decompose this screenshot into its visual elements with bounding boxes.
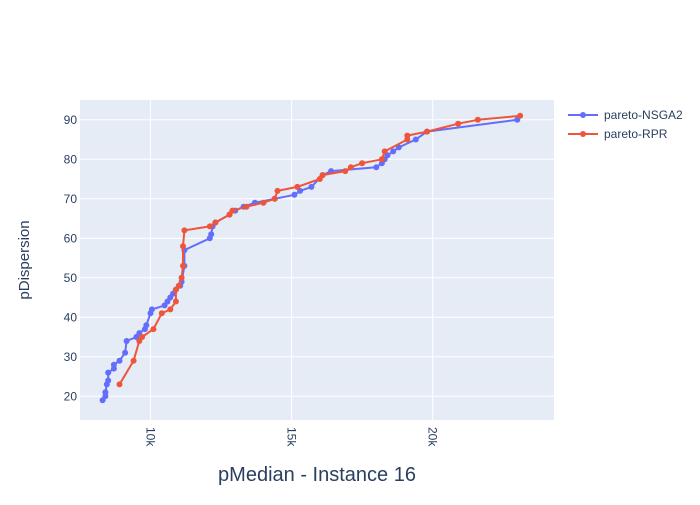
data-point[interactable] bbox=[404, 132, 411, 139]
series-pareto-RPR bbox=[116, 112, 524, 388]
data-point[interactable] bbox=[150, 326, 157, 333]
legend-item[interactable]: pareto-NSGA2 bbox=[568, 108, 683, 122]
data-point[interactable] bbox=[381, 148, 388, 155]
data-point[interactable] bbox=[180, 262, 186, 269]
data-point[interactable] bbox=[110, 361, 117, 368]
data-point[interactable] bbox=[180, 243, 186, 250]
data-point[interactable] bbox=[181, 227, 188, 234]
data-point[interactable] bbox=[243, 203, 250, 210]
x-tick-label: 20k bbox=[426, 427, 440, 447]
data-point[interactable] bbox=[474, 116, 481, 123]
data-point[interactable] bbox=[274, 187, 281, 194]
y-tick-label: 50 bbox=[64, 271, 78, 285]
y-tick-label: 40 bbox=[64, 310, 78, 324]
x-tick-labels: 10k 15k 20k bbox=[144, 427, 440, 447]
data-point[interactable] bbox=[130, 357, 137, 364]
data-point[interactable] bbox=[178, 274, 185, 281]
legend-marker-swatch bbox=[580, 112, 586, 118]
data-point[interactable] bbox=[208, 231, 215, 238]
data-point[interactable] bbox=[378, 156, 385, 163]
legend[interactable]: pareto-NSGA2 pareto-RPR bbox=[568, 108, 683, 141]
plot-background bbox=[80, 100, 554, 420]
legend-marker-swatch bbox=[580, 131, 586, 137]
data-point[interactable] bbox=[143, 322, 150, 329]
series-layer bbox=[99, 112, 524, 404]
data-point[interactable] bbox=[455, 120, 462, 127]
data-point[interactable] bbox=[390, 148, 397, 155]
data-point[interactable] bbox=[395, 144, 402, 151]
y-tick-label: 30 bbox=[64, 350, 78, 364]
data-point[interactable] bbox=[172, 298, 179, 305]
x-tick-label: 10k bbox=[144, 427, 158, 447]
data-point[interactable] bbox=[294, 183, 301, 190]
data-point[interactable] bbox=[206, 223, 213, 230]
data-point[interactable] bbox=[167, 306, 174, 313]
x-tick-label: 15k bbox=[285, 427, 299, 447]
data-point[interactable] bbox=[412, 136, 419, 143]
data-point[interactable] bbox=[359, 160, 366, 167]
data-point[interactable] bbox=[122, 349, 129, 356]
y-tick-label: 60 bbox=[64, 231, 78, 245]
data-point[interactable] bbox=[260, 199, 267, 206]
data-point[interactable] bbox=[347, 164, 354, 171]
y-tick-label: 20 bbox=[64, 389, 78, 403]
data-point[interactable] bbox=[291, 191, 298, 198]
data-point[interactable] bbox=[139, 334, 146, 340]
y-axis-title: pDispersion bbox=[16, 220, 33, 299]
legend-label: pareto-NSGA2 bbox=[604, 108, 683, 122]
data-point[interactable] bbox=[342, 168, 349, 175]
data-point[interactable] bbox=[319, 172, 326, 179]
data-point[interactable] bbox=[229, 207, 236, 214]
x-axis-title: pMedian - Instance 16 bbox=[218, 464, 416, 486]
data-point[interactable] bbox=[102, 389, 109, 396]
data-point[interactable] bbox=[175, 282, 182, 289]
data-point[interactable] bbox=[158, 310, 165, 317]
y-tick-label: 90 bbox=[64, 113, 78, 127]
data-point[interactable] bbox=[105, 369, 112, 376]
data-point[interactable] bbox=[424, 128, 430, 135]
data-point[interactable] bbox=[212, 219, 219, 226]
data-point[interactable] bbox=[308, 183, 315, 190]
y-tick-label: 80 bbox=[64, 152, 78, 166]
data-point[interactable] bbox=[148, 306, 155, 313]
y-tick-labels: 20 30 40 50 60 70 80 90 bbox=[64, 113, 78, 404]
legend-item[interactable]: pareto-RPR bbox=[568, 127, 668, 141]
data-point[interactable] bbox=[271, 195, 278, 202]
data-point[interactable] bbox=[116, 357, 123, 364]
data-point[interactable] bbox=[123, 338, 130, 344]
data-point[interactable] bbox=[105, 377, 112, 384]
data-point[interactable] bbox=[116, 381, 123, 388]
y-tick-label: 70 bbox=[64, 192, 78, 206]
data-point[interactable] bbox=[517, 112, 524, 119]
data-point[interactable] bbox=[373, 164, 380, 171]
legend-label: pareto-RPR bbox=[604, 127, 668, 141]
